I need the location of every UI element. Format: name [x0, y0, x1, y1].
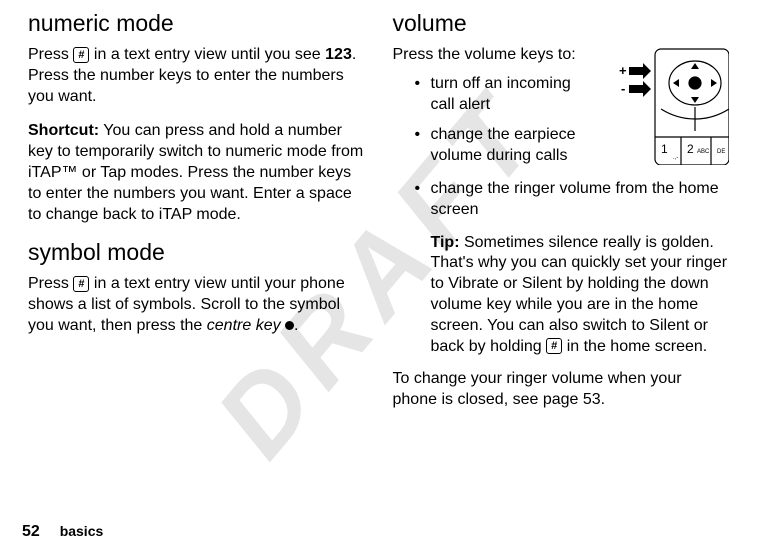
hash-key-icon: # [73, 47, 89, 63]
volume-outro: To change your ringer volume when your p… [393, 369, 730, 411]
silent-text: Silent [522, 275, 562, 292]
bullet-2: change the earpiece volume during calls [415, 125, 595, 167]
text-123: 123 [325, 46, 352, 63]
bullet-1: turn off an incoming call alert [415, 74, 595, 116]
page-content: numeric mode Press # in a text entry vie… [28, 10, 729, 425]
vibrate-text: Vibrate [448, 275, 498, 292]
heading-numeric-mode: numeric mode [28, 10, 365, 37]
text: Press [28, 46, 73, 63]
svg-text:DE: DE [717, 149, 725, 155]
volume-intro-text-block: Press the volume keys to: turn off an in… [393, 45, 612, 179]
page-number: 52 [22, 523, 40, 540]
svg-text:ABC: ABC [697, 149, 710, 155]
volume-bullets-top: turn off an incoming call alert change t… [415, 74, 612, 167]
bullet-3: change the ringer volume from the home s… [415, 179, 730, 221]
svg-text:+: + [619, 63, 627, 78]
svg-text:-: - [621, 81, 625, 96]
heading-volume: volume [393, 10, 730, 37]
silent-text-2: Silent [649, 317, 689, 334]
tip-label: Tip: [431, 234, 460, 251]
section-name: basics [60, 523, 104, 539]
phone-diagram-icon: + - [617, 45, 729, 165]
svg-text:1: 1 [661, 142, 668, 156]
volume-bullets-bottom: change the ringer volume from the home s… [415, 179, 730, 221]
page-footer: 52 basics [22, 523, 103, 541]
volume-tip: Tip: Sometimes silence really is golden.… [431, 233, 730, 358]
symbol-paragraph: Press # in a text entry view until your … [28, 274, 365, 336]
hash-key-icon: # [73, 276, 89, 292]
heading-symbol-mode: symbol mode [28, 239, 365, 266]
hash-key-icon: # [546, 338, 562, 354]
right-column: volume Press the volume keys to: turn of… [393, 10, 730, 425]
volume-intro: Press the volume keys to: [393, 45, 612, 66]
numeric-paragraph-1: Press # in a text entry view until you s… [28, 45, 365, 107]
centre-key-icon [285, 321, 294, 330]
left-column: numeric mode Press # in a text entry vie… [28, 10, 365, 425]
text: Press [28, 275, 73, 292]
svg-text:2: 2 [687, 142, 694, 156]
numeric-shortcut: Shortcut: You can press and hold a numbe… [28, 121, 365, 225]
svg-text:.,-: .,- [673, 155, 678, 161]
centre-key-text: centre key [207, 317, 281, 334]
shortcut-label: Shortcut: [28, 122, 99, 139]
text: or [499, 275, 522, 292]
volume-intro-row: Press the volume keys to: turn off an in… [393, 45, 730, 179]
text: . [294, 317, 298, 334]
text: in the home screen. [562, 338, 707, 355]
text: in a text entry view until you see [89, 46, 325, 63]
